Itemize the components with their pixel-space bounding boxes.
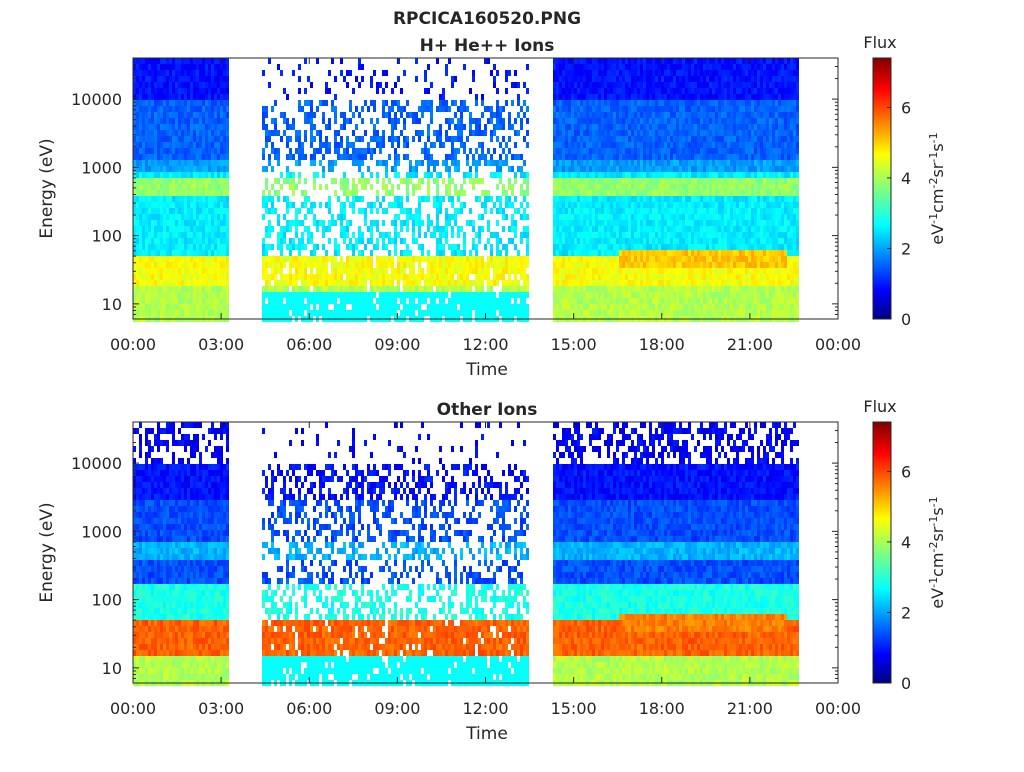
x-tick-label: 12:00 [462, 699, 508, 718]
panel-title: H+ He++ Ions [420, 36, 555, 56]
x-tick-label: 06:00 [286, 335, 332, 354]
x-tick-label: 09:00 [374, 335, 420, 354]
colorbar-tick-label: 0 [901, 674, 911, 693]
panel-title: Other Ions [437, 400, 538, 420]
colorbar-units-label: eV-1cm-2sr-1s-1 [927, 496, 948, 608]
y-tick-label: 1000 [81, 158, 122, 177]
x-tick-label: 18:00 [639, 335, 685, 354]
y-tick-label: 100 [91, 227, 122, 246]
y-axis-label: Energy (eV) [37, 502, 57, 602]
colorbar-tick-label: 6 [901, 462, 911, 481]
x-tick-label: 18:00 [639, 699, 685, 718]
x-tick-label: 15:00 [551, 699, 597, 718]
colorbar-title: Flux [863, 397, 896, 416]
colorbar-tick-label: 4 [901, 533, 911, 552]
colorbar [873, 422, 891, 683]
spectrogram-image [133, 58, 799, 322]
colorbar-tick-label: 2 [901, 239, 911, 258]
panel-2: 00:00 03:00 06:00 09:00 12:00 15:00 18:00 21:00… [37, 397, 947, 744]
colorbar-title: Flux [863, 33, 896, 52]
x-tick-label: 00:00 [110, 335, 156, 354]
colorbar-tick-label: 4 [901, 169, 911, 188]
x-tick-label: 03:00 [198, 335, 244, 354]
x-tick-label: 06:00 [286, 699, 332, 718]
x-tick-label: 03:00 [198, 699, 244, 718]
colorbar-tick-label: 2 [901, 603, 911, 622]
x-tick-label: 15:00 [551, 335, 597, 354]
y-tick-label: 10 [102, 295, 122, 314]
colorbar-units-label: eV-1cm-2sr-1s-1 [927, 132, 948, 244]
x-axis-label: Time [465, 360, 508, 380]
x-tick-label: 21:00 [727, 335, 773, 354]
colorbar [873, 58, 891, 319]
spectrogram-image [133, 422, 799, 686]
x-axis-label: Time [465, 724, 508, 744]
x-tick-label: 00:00 [815, 699, 861, 718]
colorbar-tick-label: 0 [901, 310, 911, 329]
y-tick-label: 10000 [71, 454, 122, 473]
y-axis-label: Energy (eV) [37, 138, 57, 238]
panel-1: 00:00 03:00 06:00 09:00 12:00 15:00 18:00 21:00… [37, 33, 947, 380]
y-tick-label: 10 [102, 659, 122, 678]
figure-title: RPCICA160520.PNG [393, 9, 581, 29]
x-tick-label: 12:00 [462, 335, 508, 354]
y-tick-label: 100 [91, 591, 122, 610]
x-tick-label: 00:00 [110, 699, 156, 718]
x-tick-label: 21:00 [727, 699, 773, 718]
y-tick-label: 1000 [81, 522, 122, 541]
x-tick-label: 09:00 [374, 699, 420, 718]
y-tick-label: 10000 [71, 90, 122, 109]
x-tick-label: 00:00 [815, 335, 861, 354]
colorbar-tick-label: 6 [901, 98, 911, 117]
